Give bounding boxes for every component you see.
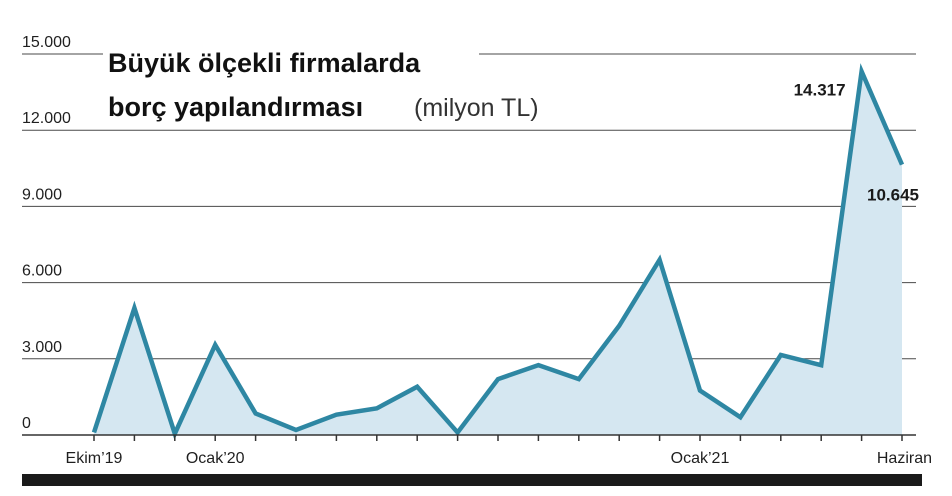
bottom-bar [22,474,922,486]
title-background [103,44,479,76]
area-fill [94,71,902,435]
x-tick-label: Ocak’20 [186,450,245,467]
label-layer: Ekim’19 Ocak’20 Ocak’21 Haziran 14.317 10.645 [66,80,932,467]
value-label: 14.317 [794,80,846,99]
x-tick-label: Ocak’21 [671,450,730,467]
y-tick-label: 12.000 [22,110,71,127]
chart-title-unit: (milyon TL) [414,94,539,122]
y-tick-label: 3.000 [22,339,62,356]
value-label: 10.645 [867,186,919,205]
y-tick-label: 0 [22,415,31,432]
y-tick-label: 6.000 [22,263,62,280]
x-tick-label: Haziran [877,450,932,467]
x-tick-label: Ekim’19 [66,450,123,467]
area-layer [91,63,905,440]
chart-title-line1: Büyük ölçekli firmalarda [108,48,421,78]
y-tick-label: 15.000 [22,34,71,51]
chart-title-line2: borç yapılandırması [108,92,363,122]
y-tick-label: 9.000 [22,186,62,203]
axis-layer [22,434,916,441]
